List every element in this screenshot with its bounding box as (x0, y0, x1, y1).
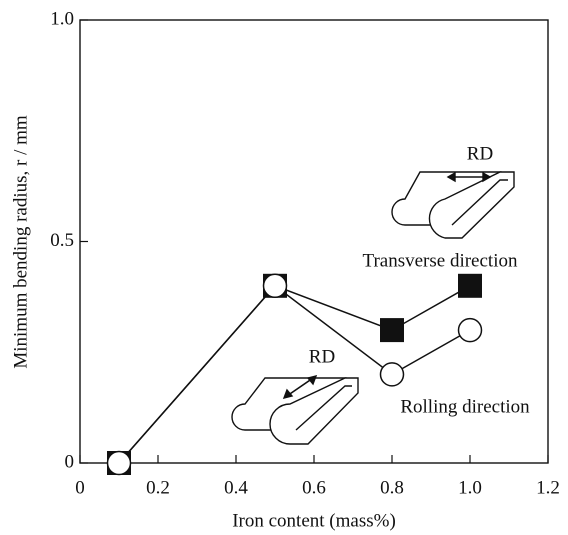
y-tick-label: 0 (65, 451, 75, 472)
annotation: RD (467, 143, 493, 164)
rolling-specimen-icon (232, 376, 358, 444)
x-tick-label: 0.6 (302, 477, 326, 498)
y-tick-label: 0.5 (50, 230, 74, 251)
series-label: Transverse direction (363, 250, 518, 271)
marker-circle (108, 452, 131, 475)
x-tick-label: 0.8 (380, 477, 404, 498)
marker-square (458, 274, 482, 298)
annotation: RD (309, 346, 335, 367)
transverse-specimen-icon (392, 172, 514, 238)
y-tick-label: 1.0 (50, 8, 74, 29)
x-tick-label: 0 (75, 477, 85, 498)
marker-square (380, 318, 404, 342)
marker-circle (381, 363, 404, 386)
marker-circle (264, 274, 287, 297)
y-axis-label: Minimum bending radius, r / mm (10, 115, 31, 369)
x-tick-label: 0.4 (224, 477, 248, 498)
x-tick-label: 1.0 (458, 477, 482, 498)
marker-circle (459, 319, 482, 342)
x-tick-label: 1.2 (536, 477, 560, 498)
x-tick-label: 0.2 (146, 477, 170, 498)
chart: Iron content (mass%) Minimum bending rad… (0, 0, 568, 535)
x-axis-label: Iron content (mass%) (232, 510, 396, 531)
series-label: Rolling direction (400, 396, 530, 417)
